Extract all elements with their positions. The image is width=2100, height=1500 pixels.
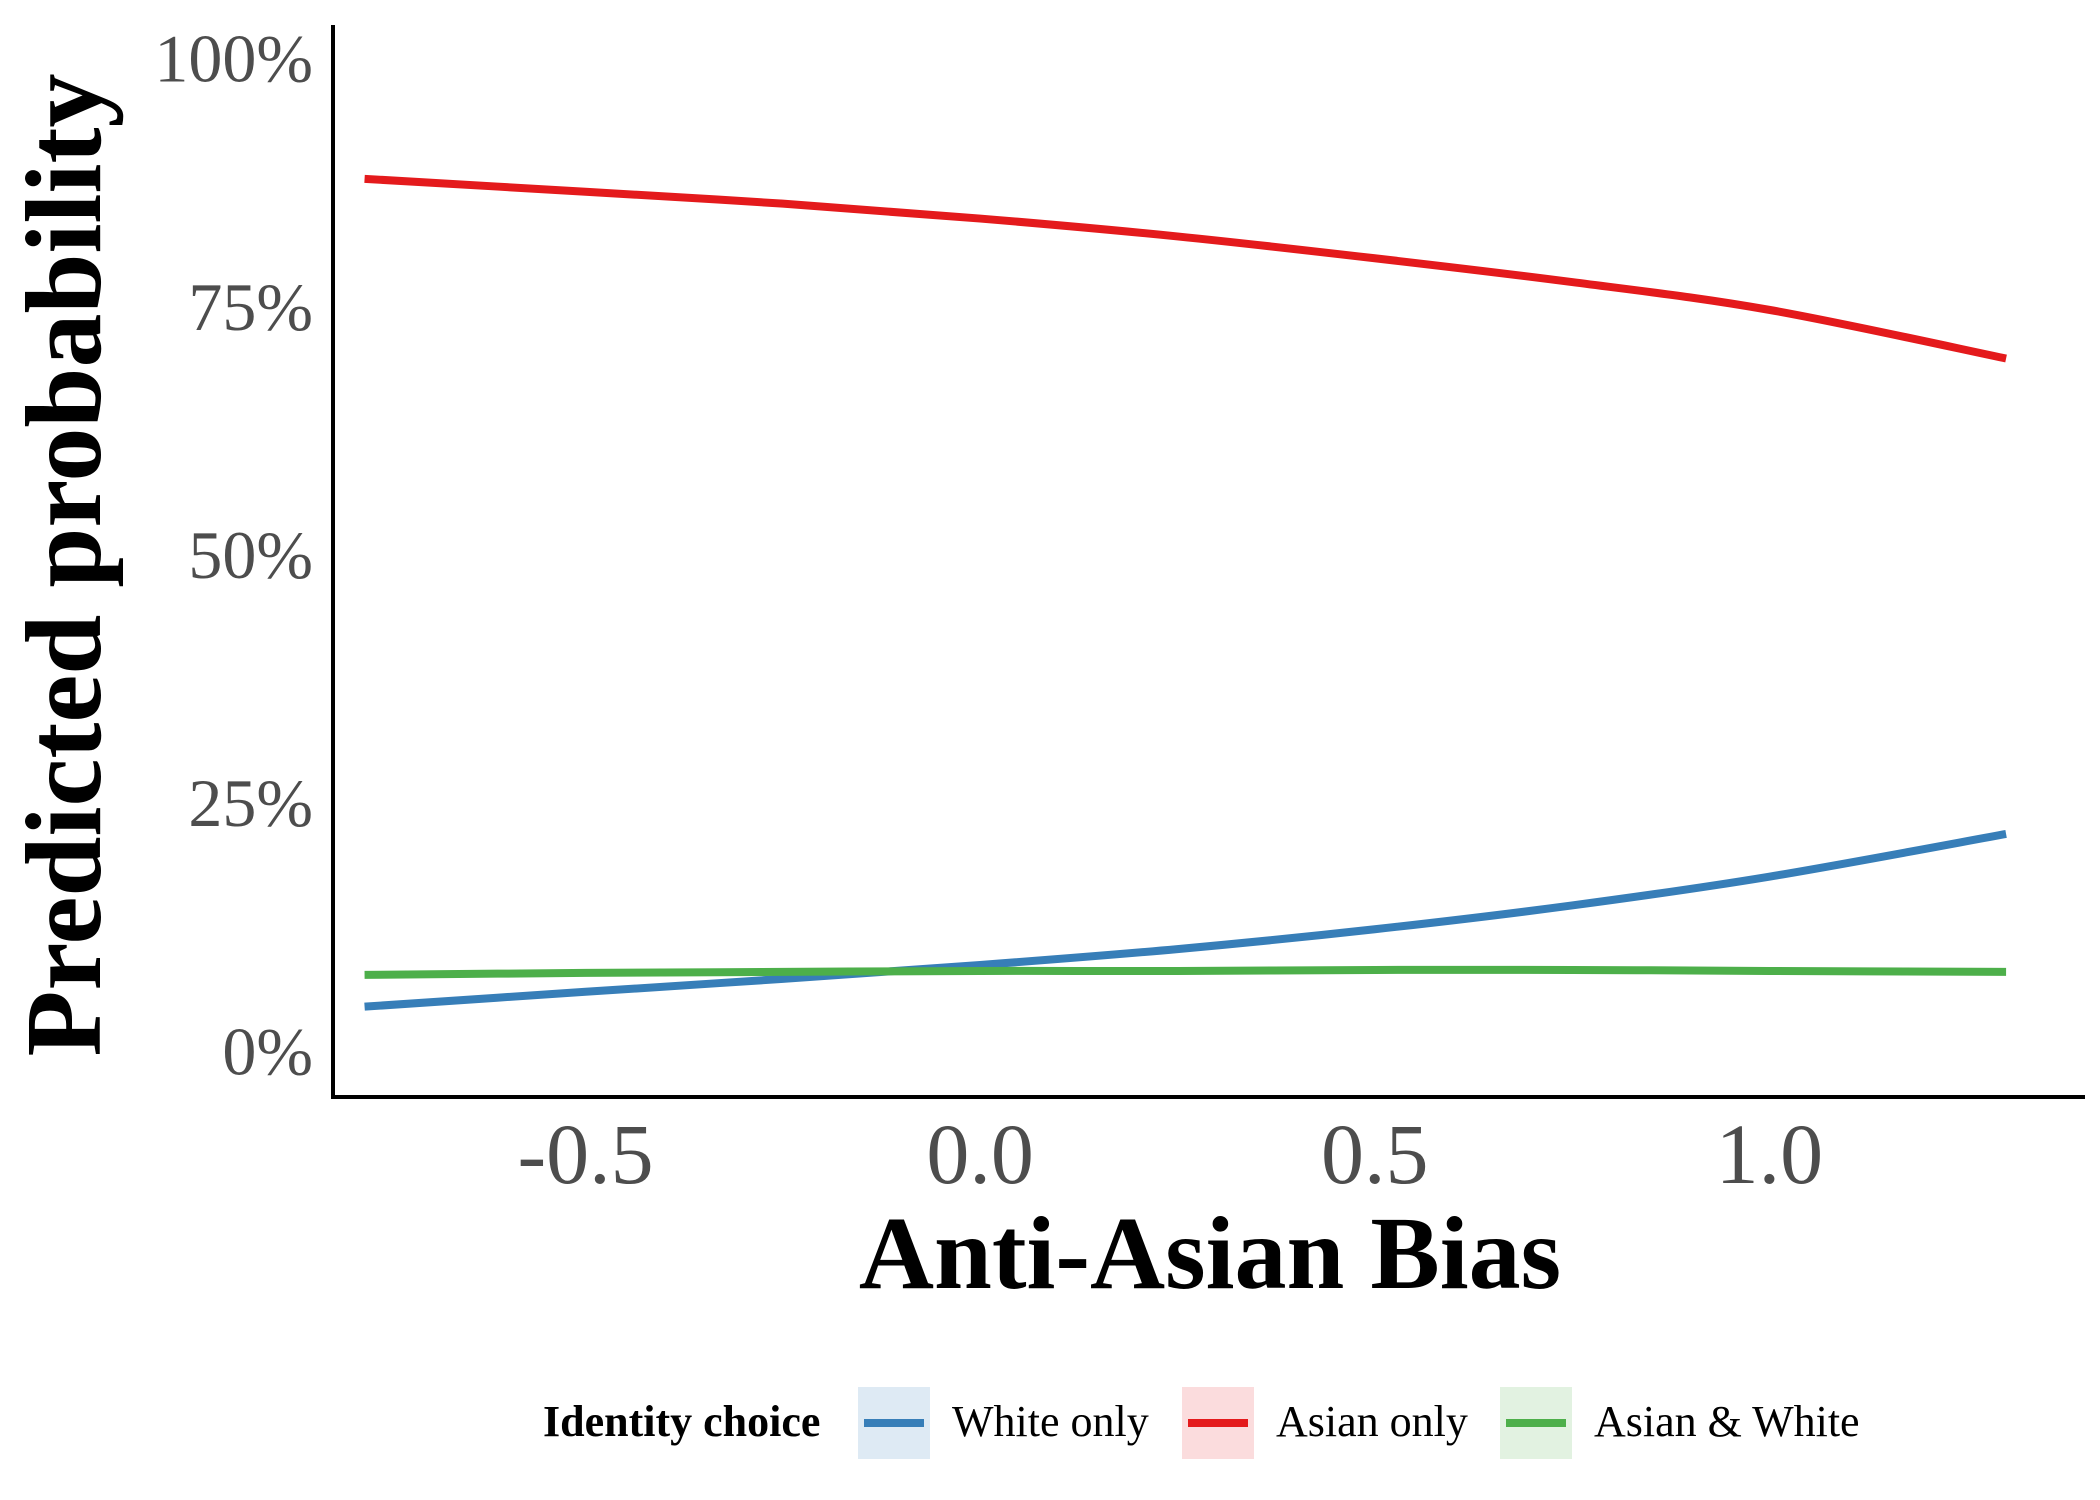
legend-label: White only bbox=[952, 1397, 1149, 1446]
y-tick-label: 75% bbox=[188, 269, 313, 345]
y-tick-label: 50% bbox=[188, 517, 313, 593]
series-line-asian-white bbox=[364, 965, 2007, 979]
tick-labels: -0.5 0.0 0.5 1.0 0% 25% 50% 75% 100% bbox=[154, 21, 1823, 1202]
axes bbox=[331, 25, 2085, 1099]
x-tick-label: 0.0 bbox=[926, 1106, 1034, 1202]
y-axis-title: Predicted probability bbox=[5, 73, 124, 1056]
legend-label: Asian only bbox=[1276, 1397, 1468, 1446]
legend-item-asian-only: Asian only bbox=[1182, 1387, 1468, 1459]
x-tick-label: 1.0 bbox=[1716, 1106, 1824, 1202]
y-tick-label: 0% bbox=[222, 1013, 313, 1089]
legend-title: Identity choice bbox=[543, 1397, 820, 1446]
y-tick-label: 100% bbox=[154, 21, 313, 97]
series-lines bbox=[364, 174, 2007, 1011]
x-axis-title: Anti-Asian Bias bbox=[859, 1196, 1561, 1311]
legend-item-white-only: White only bbox=[858, 1387, 1149, 1459]
legend-label: Asian & White bbox=[1594, 1397, 1860, 1446]
x-tick-label: 0.5 bbox=[1321, 1106, 1429, 1202]
legend-item-asian-white: Asian & White bbox=[1500, 1387, 1860, 1459]
series-line-asian-only bbox=[364, 174, 2007, 363]
y-tick-label: 25% bbox=[188, 765, 313, 841]
legend: Identity choice White only Asian only Asia… bbox=[543, 1387, 1860, 1459]
x-tick-label: -0.5 bbox=[517, 1106, 653, 1202]
series-line-white-only bbox=[364, 830, 2007, 1011]
